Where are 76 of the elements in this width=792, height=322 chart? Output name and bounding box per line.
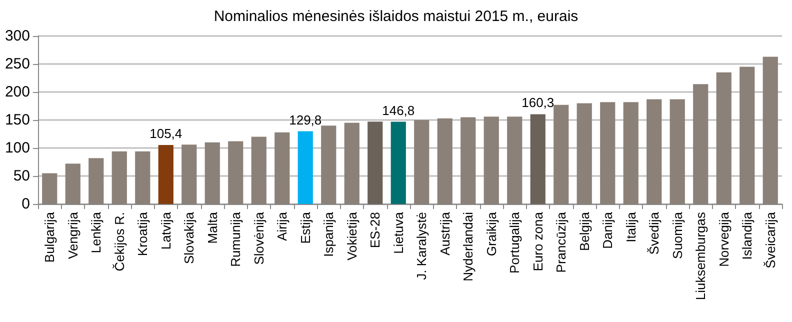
x-tick-label: Liuksemburgas [693, 212, 708, 300]
bar [344, 122, 360, 204]
bar [204, 142, 220, 204]
x-tick-label: Slovakija [182, 211, 197, 264]
x-tick-label: Bulgarija [42, 211, 58, 263]
x-tick-label: Slovėnija [251, 211, 266, 265]
bar [437, 118, 452, 204]
y-tick-label: 300 [4, 28, 30, 44]
y-tick-label: 0 [22, 196, 30, 212]
bar [298, 131, 313, 204]
x-tick-label: Portugalija [507, 211, 522, 274]
x-tick-label: Vokietija [344, 211, 360, 260]
bar [576, 103, 592, 204]
x-tick-label: Prancūzija [554, 211, 569, 273]
data-label: 160,3 [522, 95, 554, 110]
bar [321, 126, 336, 204]
bar [112, 151, 127, 204]
y-tick-label: 250 [4, 56, 30, 72]
x-tick-label: Nyderlandai [460, 212, 476, 282]
x-tick-label: Norvegija [716, 211, 732, 267]
x-tick-label: Italija [623, 211, 638, 242]
bar [623, 102, 638, 204]
x-tick-label: Vengrija [65, 211, 80, 259]
bar [274, 132, 290, 204]
x-tick-label: Švedija [646, 211, 662, 255]
x-tick-label: Danija [600, 211, 616, 249]
bar [88, 158, 104, 204]
bar [42, 173, 58, 204]
x-tick-label: Čekijos R. [112, 212, 127, 272]
x-tick-label: Graikija [484, 211, 499, 256]
x-tick-label: Rumunija [228, 211, 244, 267]
x-tick-label: Belgija [576, 211, 592, 252]
x-tick-label: Lietuva [390, 211, 406, 254]
x-tick-label: Malta [204, 211, 220, 244]
bar [228, 141, 244, 204]
bar [158, 144, 174, 204]
y-tick-label: 150 [4, 112, 30, 128]
bar [762, 56, 778, 204]
bar [251, 136, 266, 204]
x-tick-label: Šveicarija [762, 211, 778, 268]
data-label: 146,8 [382, 102, 415, 118]
bar [530, 114, 546, 204]
x-tick-label: Euro zona [530, 211, 546, 272]
bar [135, 151, 150, 204]
y-tick-label: 50 [13, 168, 30, 184]
x-tick-label: J. Karalystė [414, 212, 430, 280]
data-label: 105,4 [150, 126, 182, 141]
bar [507, 116, 522, 204]
bar [740, 66, 755, 204]
bar [646, 99, 662, 204]
bar [65, 164, 80, 204]
chart-title: Nominalios mėnesinės išlaidos maistui 2015 m., eurais [214, 8, 578, 25]
bar [368, 122, 383, 204]
bar [390, 122, 406, 204]
bar [600, 102, 616, 204]
x-tick-label: ES-28 [368, 212, 383, 248]
bar [693, 84, 708, 204]
x-tick-label: Latvija [158, 211, 174, 250]
bar [554, 104, 569, 204]
data-label: 129,8 [289, 112, 322, 128]
bar [460, 117, 476, 204]
x-tick-label: Airija [274, 211, 290, 241]
bar [182, 144, 197, 204]
bar [670, 99, 685, 204]
x-tick-label: Suomija [670, 211, 685, 259]
x-tick-label: Lenkija [88, 211, 104, 254]
y-tick-label: 100 [4, 140, 30, 156]
x-tick-label: Kroatija [135, 211, 150, 256]
x-tick-label: Ispanija [321, 211, 336, 257]
bar [716, 72, 732, 204]
x-tick-label: Austrija [437, 211, 452, 256]
bar [484, 116, 499, 204]
bar [414, 120, 430, 204]
x-tick-label: Islandija [740, 211, 755, 260]
x-tick-label: Estija [298, 211, 313, 244]
y-tick-label: 200 [4, 84, 30, 100]
